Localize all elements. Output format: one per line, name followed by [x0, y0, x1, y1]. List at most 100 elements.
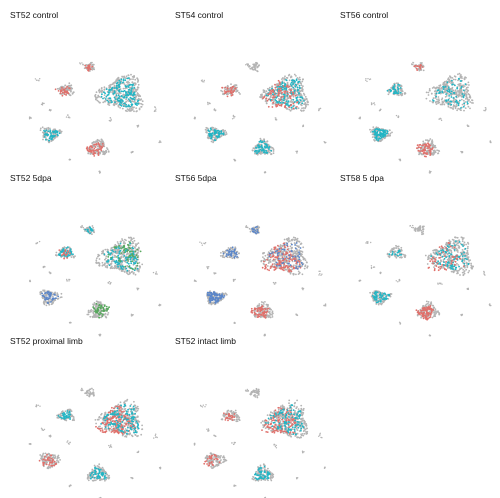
highlight-point-red: [270, 93, 272, 95]
cell-point: [437, 87, 439, 89]
cell-point: [82, 64, 83, 65]
cell-point: [295, 264, 297, 266]
panel-title: ST56 5dpa: [175, 173, 217, 183]
highlight-point-teal: [47, 130, 49, 132]
cell-point: [422, 141, 424, 143]
cell-point: [452, 77, 454, 79]
highlight-point-teal: [210, 138, 212, 140]
cell-point: [429, 170, 430, 171]
highlight-point-teal: [447, 81, 449, 83]
cell-point: [130, 74, 132, 76]
highlight-point-teal: [116, 94, 118, 96]
cell-point: [390, 133, 392, 135]
highlight-point-red: [227, 96, 229, 98]
highlight-point-teal: [115, 260, 117, 262]
cell-point: [468, 100, 470, 102]
highlight-point-red: [273, 91, 275, 93]
cell-point: [294, 252, 296, 254]
highlight-point-teal: [126, 97, 128, 99]
highlight-point-red: [222, 87, 224, 89]
highlight-point-green: [103, 310, 105, 312]
highlight-point-green: [97, 308, 99, 310]
cell-point: [260, 95, 262, 97]
highlight-point-teal: [129, 84, 131, 86]
highlight-point-teal: [115, 262, 117, 264]
highlight-point-teal: [46, 134, 48, 136]
cell-point: [114, 265, 116, 267]
cell-point: [298, 245, 300, 247]
highlight-point-teal: [134, 92, 136, 94]
cell-point: [95, 99, 97, 101]
highlight-point-green: [127, 259, 129, 261]
umap-plot: [10, 185, 170, 335]
cell-point: [95, 306, 97, 308]
cell-point: [441, 99, 443, 101]
cell-point: [455, 76, 457, 78]
cell-point: [444, 84, 446, 86]
cell-point: [301, 84, 303, 86]
cell-point: [105, 150, 107, 152]
cell-point: [113, 83, 115, 85]
cell-point: [44, 302, 46, 304]
highlight-point-teal: [110, 100, 112, 102]
highlight-point-red: [89, 68, 91, 70]
cell-point: [286, 108, 288, 110]
cell-point: [102, 262, 104, 264]
cell-point: [60, 297, 62, 299]
cell-point: [301, 87, 303, 89]
cell-point: [469, 101, 471, 103]
highlight-point-teal: [217, 130, 219, 132]
highlight-point-teal: [125, 268, 127, 270]
cell-point: [234, 159, 235, 160]
cell-point: [110, 282, 111, 283]
cell-point: [101, 317, 103, 319]
highlight-point-red: [98, 142, 100, 144]
cell-point: [269, 87, 271, 89]
highlight-point-red: [274, 93, 276, 95]
cell-point: [296, 253, 298, 255]
highlight-point-teal: [448, 95, 450, 97]
cell-point: [305, 259, 307, 261]
cell-point: [400, 160, 401, 161]
highlight-point-blue: [50, 301, 52, 303]
cell-point: [131, 271, 133, 273]
cell-point: [118, 77, 120, 79]
cell-point: [461, 77, 463, 79]
cell-point: [448, 106, 450, 108]
highlight-point-teal: [261, 141, 263, 143]
cell-point: [136, 288, 137, 289]
highlight-point-teal: [115, 251, 117, 253]
cell-point: [214, 128, 216, 130]
cell-point: [132, 315, 133, 316]
highlight-point-red: [235, 87, 237, 89]
highlight-point-teal: [118, 97, 120, 99]
highlight-point-teal: [400, 87, 402, 89]
cell-point: [288, 238, 290, 240]
cell-point: [66, 280, 67, 281]
cell-point: [159, 304, 160, 305]
highlight-point-teal: [298, 103, 300, 105]
cell-point: [91, 142, 93, 144]
cell-point: [155, 108, 156, 109]
cell-point: [443, 104, 445, 106]
cell-point: [291, 240, 293, 242]
cell-point: [138, 262, 140, 264]
cell-point: [57, 88, 59, 90]
highlight-point-red: [429, 152, 431, 154]
highlight-point-red: [279, 83, 281, 85]
cell-point: [286, 269, 288, 271]
highlight-point-teal: [135, 263, 137, 265]
highlight-point-teal: [445, 99, 447, 101]
cell-point: [266, 90, 268, 92]
highlight-point-teal: [101, 96, 103, 98]
highlight-point-teal: [291, 85, 293, 87]
highlight-point-teal: [393, 87, 395, 89]
cell-point: [214, 108, 215, 109]
highlight-point-teal: [382, 133, 384, 135]
highlight-point-teal: [398, 88, 400, 90]
cell-point: [290, 245, 292, 247]
highlight-point-red: [418, 146, 420, 148]
highlight-point-teal: [85, 229, 87, 231]
cell-point: [101, 88, 103, 90]
highlight-point-green: [103, 307, 105, 309]
